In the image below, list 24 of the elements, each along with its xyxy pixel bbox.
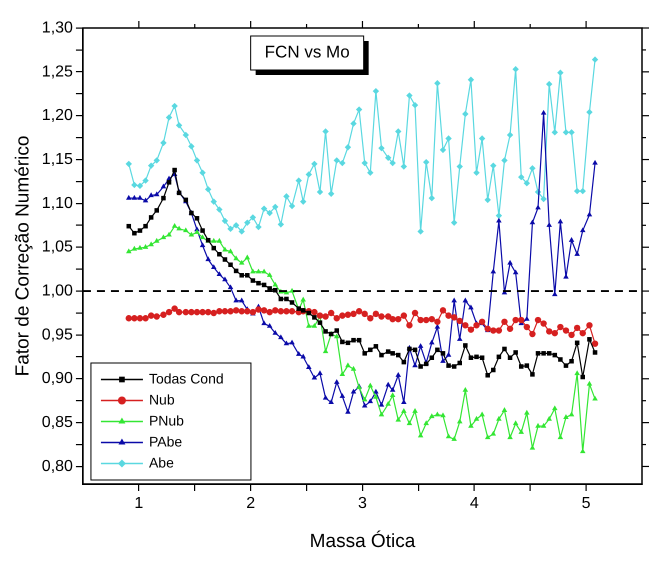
y-tick-label: 1,05 [42,238,74,256]
legend-label: PAbe [148,433,182,450]
y-tick-label: 1,15 [42,150,74,168]
y-tick-label: 0,90 [42,370,74,388]
legend-label: Todas Cond [148,370,224,386]
y-tick-label: 0,85 [42,414,74,432]
y-tick-label: 1,20 [42,107,74,124]
x-tick-label: 3 [358,495,368,512]
x-tick-label: 5 [582,495,591,512]
x-axis-title: Massa Ótica [310,530,416,552]
y-axis-title: Fator de Correção Numérico [12,136,34,376]
x-tick-label: 4 [470,495,479,512]
text: FCN vs Mo [264,42,350,62]
y-tick-label: 1,10 [42,194,74,212]
x-tick-label: 1 [134,495,144,512]
legend-label: Abe [148,454,174,470]
y-tick-label: 1,30 [42,19,74,36]
y-tick-label: 0,95 [42,326,74,344]
y-tick-label: 1,25 [42,63,74,80]
y-tick-label: 1,00 [42,282,74,300]
y-tick-label: 0,80 [42,458,74,475]
x-tick-label: 2 [246,495,256,512]
legend-label: PNub [148,412,184,428]
legend-label: Nub [148,391,175,408]
